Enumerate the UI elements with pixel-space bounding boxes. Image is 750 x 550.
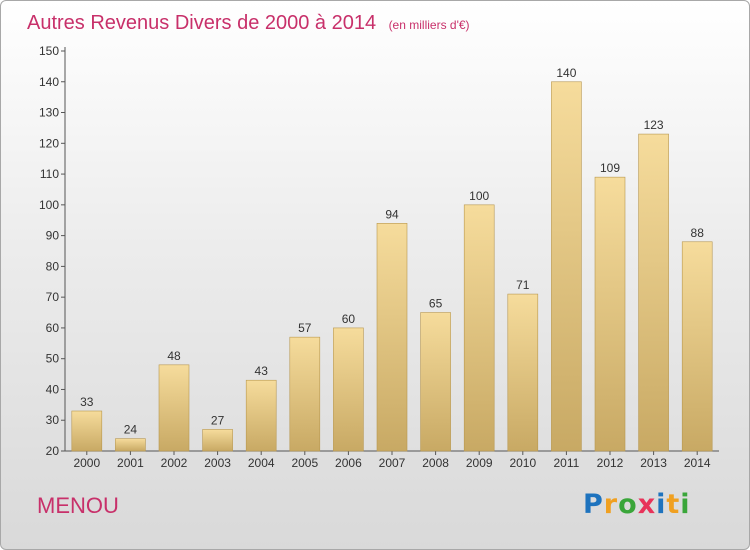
y-tick-label: 90 [46,229,60,243]
bars [71,81,713,452]
data-labels: 33 24 48 27 43 57 60 94 65 100 71 140 109 123 88 [80,66,704,437]
axes: 20 30 40 50 60 70 80 90 100 110 120 130 140 150 2000 20… [39,44,719,470]
data-label-2007: 94 [385,207,399,221]
data-label-2010: 71 [516,278,530,292]
data-label-2009: 100 [469,189,489,203]
x-tick-label: 2009 [466,456,493,470]
logo-letter: o [618,489,638,520]
bar-2006 [333,327,364,452]
x-tick-label: 2008 [422,456,449,470]
data-label-2003: 27 [211,413,225,427]
proxiti-logo: Proxiti [583,489,691,520]
x-tick-label: 2004 [248,456,275,470]
bar-2007 [376,223,408,452]
y-tick-label: 20 [46,444,60,458]
chart-unit-note: (en milliers d'€) [389,18,470,32]
data-label-2005: 57 [298,321,312,335]
bar-2010 [507,293,539,452]
x-tick-label: 2006 [335,456,362,470]
x-tick-label: 2012 [597,456,624,470]
logo-letter: i [680,489,691,520]
bar-2003 [202,429,233,452]
y-tick-label: 140 [39,75,59,89]
chart-title-text: Autres Revenus Divers de 2000 à 2014 [27,12,376,34]
logo-letter: x [637,489,657,520]
logo-letter: P [583,489,604,520]
x-tick-label: 2010 [509,456,536,470]
y-tick-label: 100 [39,198,59,212]
bar-2000 [71,410,103,452]
bar-2011 [551,81,582,452]
bar-2013 [638,133,669,452]
bar-2008 [420,312,451,452]
data-label-2013: 123 [644,118,664,132]
commune-name: MENOU [37,493,119,518]
bar-2002 [158,364,190,452]
logo-letter: r [603,489,619,520]
x-tick-label: 2014 [684,456,711,470]
x-tick-label: 2001 [117,456,144,470]
x-tick-label: 2003 [204,456,231,470]
y-tick-label: 70 [46,290,60,304]
data-label-2011: 140 [556,66,576,80]
bar-2009 [463,204,495,452]
y-tick-label: 110 [40,167,59,181]
chart-title: Autres Revenus Divers de 2000 à 2014 (en… [27,12,470,34]
data-label-2000: 33 [80,395,94,409]
data-label-2002: 48 [167,349,181,363]
x-tick-label: 2005 [291,456,318,470]
x-tick-label: 2007 [379,456,406,470]
logo-letter: t [666,489,681,520]
data-label-2001: 24 [124,423,138,437]
bar-2014 [681,241,713,452]
y-tick-label: 50 [46,352,60,366]
data-label-2008: 65 [429,297,443,311]
data-label-2004: 43 [255,364,269,378]
x-tick-label: 2000 [73,456,100,470]
y-tick-label: 130 [39,106,59,120]
y-tick-label: 150 [39,44,59,58]
x-tick-label: 2002 [161,456,188,470]
x-tick-label: 2011 [553,456,579,470]
y-tick-label: 80 [46,259,60,273]
bar-2005 [289,336,321,452]
bar-2004 [245,379,277,452]
y-tick-label: 120 [39,136,59,150]
logo-letter: i [656,489,667,520]
x-tick-label: 2013 [640,456,667,470]
y-tick-label: 30 [46,413,60,427]
bar-2001 [115,438,146,452]
y-tick-label: 60 [46,321,60,335]
data-label-2014: 88 [691,226,705,240]
data-label-2012: 109 [600,161,620,175]
bar-2012 [594,176,626,452]
data-label-2006: 60 [342,312,356,326]
y-tick-label: 40 [46,382,60,396]
